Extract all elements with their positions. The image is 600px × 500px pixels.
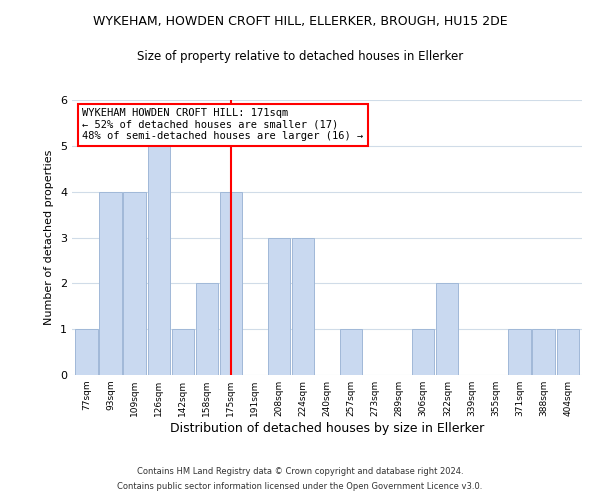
Bar [76,329,98,375]
Bar [172,329,194,375]
Bar [557,329,578,375]
Bar [268,238,290,375]
Text: Size of property relative to detached houses in Ellerker: Size of property relative to detached ho… [137,50,463,63]
X-axis label: Distribution of detached houses by size in Ellerker: Distribution of detached houses by size … [170,422,484,435]
Text: Contains HM Land Registry data © Crown copyright and database right 2024.: Contains HM Land Registry data © Crown c… [137,467,463,476]
Bar [532,329,554,375]
Bar [508,329,530,375]
Y-axis label: Number of detached properties: Number of detached properties [44,150,55,325]
Text: WYKEHAM HOWDEN CROFT HILL: 171sqm
← 52% of detached houses are smaller (17)
48% : WYKEHAM HOWDEN CROFT HILL: 171sqm ← 52% … [82,108,364,142]
Bar [124,192,146,375]
Text: WYKEHAM, HOWDEN CROFT HILL, ELLERKER, BROUGH, HU15 2DE: WYKEHAM, HOWDEN CROFT HILL, ELLERKER, BR… [92,15,508,28]
Bar [292,238,314,375]
Text: Contains public sector information licensed under the Open Government Licence v3: Contains public sector information licen… [118,482,482,491]
Bar [412,329,434,375]
Bar [340,329,362,375]
Bar [196,284,218,375]
Bar [436,284,458,375]
Bar [100,192,122,375]
Bar [148,146,170,375]
Bar [220,192,242,375]
